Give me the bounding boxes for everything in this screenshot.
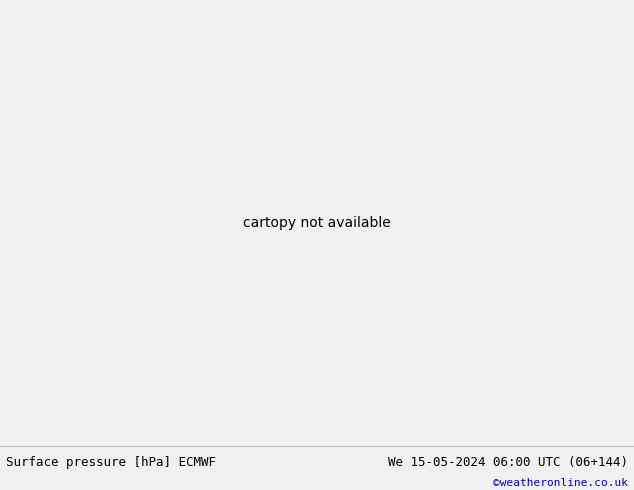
Text: We 15-05-2024 06:00 UTC (06+144): We 15-05-2024 06:00 UTC (06+144) <box>387 456 628 469</box>
Text: ©weatheronline.co.uk: ©weatheronline.co.uk <box>493 478 628 489</box>
Text: cartopy not available: cartopy not available <box>243 216 391 230</box>
Text: Surface pressure [hPa] ECMWF: Surface pressure [hPa] ECMWF <box>6 456 216 469</box>
